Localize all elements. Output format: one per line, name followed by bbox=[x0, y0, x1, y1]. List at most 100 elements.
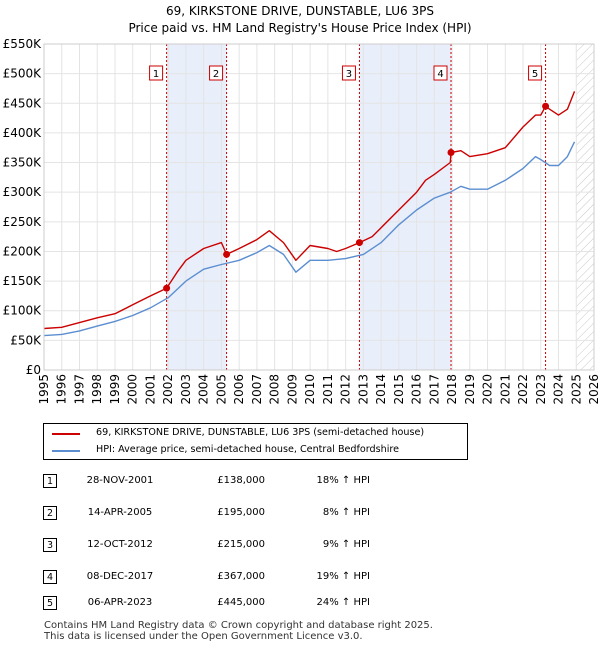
sale-label-box bbox=[209, 65, 224, 81]
y-tick-label: £500K bbox=[3, 67, 43, 81]
x-tick-label: 2014 bbox=[374, 374, 388, 405]
table-row: 4 08-DEC-2017 £367,000 19% ↑ HPI bbox=[0, 566, 600, 588]
y-tick-label: £200K bbox=[3, 244, 43, 258]
sale-hpi-change: 9% ↑ HPI bbox=[322, 539, 370, 550]
y-tick-label: £550K bbox=[3, 37, 43, 51]
sale-label-box bbox=[433, 65, 448, 81]
sale-date: 12-OCT-2012 bbox=[87, 539, 153, 550]
table-row: 3 12-OCT-2012 £215,000 9% ↑ HPI bbox=[0, 534, 600, 556]
footer-credit: Contains HM Land Registry data © Crown c… bbox=[44, 620, 433, 642]
sale-number-box: 4 bbox=[43, 570, 57, 584]
sale-price: £445,000 bbox=[217, 597, 265, 608]
x-tick-label: 2015 bbox=[392, 374, 406, 405]
x-tick-label: 2012 bbox=[339, 374, 353, 405]
future-hatch bbox=[576, 44, 594, 370]
x-tick-label: 2006 bbox=[232, 374, 246, 405]
sale-hpi-change: 18% ↑ HPI bbox=[316, 475, 370, 486]
sale-point bbox=[542, 102, 550, 110]
x-tick-label: 1999 bbox=[108, 374, 122, 405]
sale-price: £215,000 bbox=[217, 539, 265, 550]
shaded-span bbox=[359, 44, 451, 370]
sale-label-number: 1 bbox=[153, 69, 159, 80]
x-tick-label: 2021 bbox=[498, 374, 512, 405]
x-tick-label: 2000 bbox=[126, 374, 140, 405]
chart-subtitle: Price paid vs. HM Land Registry's House … bbox=[128, 21, 471, 35]
x-tick-label: 2020 bbox=[481, 374, 495, 405]
legend-label-property: 69, KIRKSTONE DRIVE, DUNSTABLE, LU6 3PS … bbox=[96, 427, 425, 438]
x-tick-label: 2005 bbox=[214, 374, 228, 405]
x-tick-label: 2026 bbox=[587, 374, 600, 405]
sale-label-box bbox=[528, 65, 543, 81]
legend-swatch-hpi bbox=[52, 450, 80, 452]
sale-label-number: 4 bbox=[437, 69, 443, 80]
sale-point bbox=[447, 148, 455, 156]
x-tick-label: 1997 bbox=[72, 374, 86, 405]
x-tick-label: 2022 bbox=[516, 374, 530, 405]
table-row: 1 28-NOV-2001 £138,000 18% ↑ HPI bbox=[0, 470, 600, 492]
x-tick-label: 2001 bbox=[143, 374, 157, 405]
x-tick-label: 2010 bbox=[303, 374, 317, 405]
sale-number-box: 5 bbox=[43, 596, 57, 610]
x-tick-label: 2009 bbox=[285, 374, 299, 405]
y-tick-label: £0 bbox=[26, 363, 41, 377]
chart-legend: 69, KIRKSTONE DRIVE, DUNSTABLE, LU6 3PS … bbox=[43, 423, 468, 460]
sale-label-number: 5 bbox=[532, 69, 538, 80]
x-tick-label: 2004 bbox=[197, 374, 211, 405]
legend-label-hpi: HPI: Average price, semi-detached house,… bbox=[96, 444, 400, 455]
sale-price: £195,000 bbox=[217, 507, 265, 518]
y-tick-label: £400K bbox=[3, 126, 43, 140]
sale-number-box: 1 bbox=[43, 474, 57, 488]
sale-point bbox=[223, 250, 231, 258]
price-chart: 69, KIRKSTONE DRIVE, DUNSTABLE, LU6 3PS … bbox=[3, 4, 600, 405]
footer-line-copyright: Contains HM Land Registry data © Crown c… bbox=[44, 620, 433, 631]
y-tick-label: £250K bbox=[3, 215, 43, 229]
chart-title: 69, KIRKSTONE DRIVE, DUNSTABLE, LU6 3PS bbox=[166, 4, 434, 18]
sale-point bbox=[163, 284, 171, 292]
x-tick-label: 2013 bbox=[356, 374, 370, 405]
shaded-span bbox=[166, 44, 227, 370]
x-tick-label: 2016 bbox=[410, 374, 424, 405]
sale-label-box bbox=[341, 65, 356, 81]
sale-hpi-change: 8% ↑ HPI bbox=[322, 507, 370, 518]
sale-number-box: 2 bbox=[43, 506, 57, 520]
table-row: 2 14-APR-2005 £195,000 8% ↑ HPI bbox=[0, 502, 600, 524]
y-tick-label: £450K bbox=[3, 96, 43, 110]
sale-price: £138,000 bbox=[217, 475, 265, 486]
y-tick-label: £300K bbox=[3, 185, 43, 199]
sale-label-box bbox=[149, 65, 164, 81]
x-tick-label: 2019 bbox=[463, 374, 477, 405]
x-tick-label: 2025 bbox=[569, 374, 583, 405]
x-tick-label: 1996 bbox=[55, 374, 69, 405]
sale-hpi-change: 19% ↑ HPI bbox=[316, 571, 370, 582]
sale-hpi-change: 24% ↑ HPI bbox=[316, 597, 370, 608]
sale-label-number: 3 bbox=[346, 69, 352, 80]
y-tick-label: £100K bbox=[3, 304, 43, 318]
x-tick-label: 2024 bbox=[552, 374, 566, 405]
x-tick-label: 2002 bbox=[161, 374, 175, 405]
x-tick-label: 2023 bbox=[534, 374, 548, 405]
x-tick-label: 2017 bbox=[427, 374, 441, 405]
plot-frame bbox=[43, 43, 595, 371]
sale-date: 28-NOV-2001 bbox=[86, 475, 154, 486]
x-tick-label: 2008 bbox=[268, 374, 282, 405]
y-tick-label: £50K bbox=[10, 333, 42, 347]
series-line-property bbox=[43, 91, 576, 330]
x-tick-label: 2007 bbox=[250, 374, 264, 405]
sale-number-box: 3 bbox=[43, 538, 57, 552]
x-tick-label: 2003 bbox=[179, 374, 193, 405]
footer-line-licence: This data is licensed under the Open Gov… bbox=[44, 631, 363, 642]
sale-date: 08-DEC-2017 bbox=[86, 571, 154, 582]
series-line-hpi bbox=[43, 141, 576, 337]
x-tick-label: 2018 bbox=[445, 374, 459, 405]
table-row: 5 06-APR-2023 £445,000 24% ↑ HPI bbox=[0, 592, 600, 614]
sale-label-number: 2 bbox=[213, 69, 219, 80]
sale-date: 06-APR-2023 bbox=[87, 597, 153, 608]
sale-date: 14-APR-2005 bbox=[87, 507, 153, 518]
sale-point bbox=[355, 239, 363, 247]
legend-swatch-property bbox=[52, 433, 80, 435]
x-tick-label: 1998 bbox=[90, 374, 104, 405]
sale-price: £367,000 bbox=[217, 571, 265, 582]
y-tick-label: £350K bbox=[3, 156, 43, 170]
y-tick-label: £150K bbox=[3, 274, 43, 288]
x-tick-label: 2011 bbox=[321, 374, 335, 405]
